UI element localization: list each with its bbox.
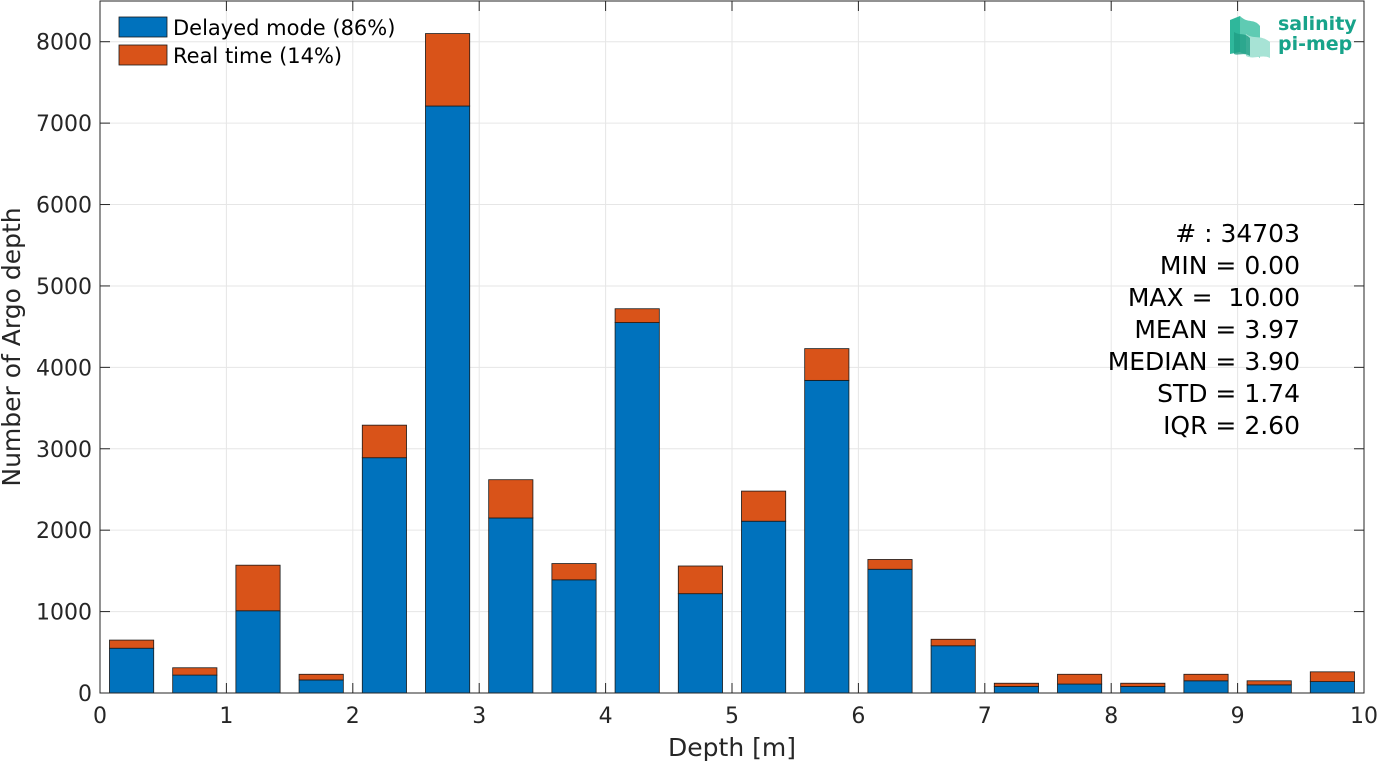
legend: Delayed mode (86%) Real time (14%) [118,16,395,68]
y-tick-label: 8000 [36,31,92,56]
legend-swatch [118,16,168,38]
bar-delayed-mode [551,579,597,694]
bar-real-time [361,424,407,459]
bar-real-time [993,682,1039,687]
bar-real-time [930,638,976,647]
legend-label: Real time (14%) [173,44,342,68]
bar-delayed-mode [867,568,913,694]
bar-real-time [1120,682,1166,687]
bar-delayed-mode [993,686,1039,694]
y-tick-label: 5000 [36,275,92,300]
bar-delayed-mode [425,105,471,694]
stat-min: MIN = 0.00 [1159,251,1300,280]
x-tick-label: 7 [978,704,992,729]
y-tick-label: 2000 [36,519,92,544]
y-tick-label: 6000 [36,194,92,219]
bar-real-time [677,565,723,595]
x-tick-label: 8 [1104,704,1118,729]
bar-real-time [1057,673,1103,685]
x-tick-label: 3 [472,704,486,729]
bar-real-time [804,348,850,381]
y-tick-label: 7000 [36,112,92,137]
stat-count: # : 34703 [1175,219,1300,248]
x-tick-label: 5 [725,704,739,729]
statistics-box: # : 34703 MIN = 0.00 MAX = 10.00 MEAN = … [1108,218,1300,442]
bar-delayed-mode [361,457,407,694]
bar-delayed-mode [741,520,787,694]
bar-real-time [235,564,281,612]
bar-delayed-mode [1309,681,1355,694]
bar-real-time [172,667,218,676]
y-axis-label: Number of Argo depth [0,207,26,486]
bar-delayed-mode [1183,680,1229,694]
stat-mean: MEAN = 3.97 [1134,315,1300,344]
bar-delayed-mode [930,645,976,694]
bar-delayed-mode [1246,684,1292,694]
bar-real-time [867,559,913,570]
bar-real-time [488,479,534,519]
x-tick-label: 2 [346,704,360,729]
bar-delayed-mode [298,679,344,694]
bar-real-time [1183,673,1229,682]
bar-real-time [614,308,660,323]
x-axis-label: Depth [m] [668,733,796,762]
y-tick-label: 0 [78,682,92,707]
bar-real-time [298,673,344,681]
bar-real-time [741,490,787,522]
x-tick-label: 1 [219,704,233,729]
bar-delayed-mode [235,610,281,694]
stat-iqr: IQR = 2.60 [1163,411,1300,440]
x-tick-label: 4 [599,704,613,729]
bar-real-time [1246,680,1292,686]
bar-delayed-mode [1120,686,1166,694]
bar-real-time [551,563,597,581]
bar-real-time [1309,671,1355,683]
stat-std: STD = 1.74 [1157,379,1300,408]
bar-delayed-mode [109,647,155,694]
bar-real-time [109,639,155,649]
stat-max: MAX = 10.00 [1127,283,1300,312]
y-tick-label: 4000 [36,356,92,381]
wave-logo-icon [1230,16,1270,58]
bar-delayed-mode [677,593,723,694]
bar-delayed-mode [488,517,534,694]
bar-delayed-mode [172,674,218,694]
bar-delayed-mode [804,379,850,694]
bar-delayed-mode [614,322,660,694]
bar-real-time [425,33,471,107]
legend-swatch [118,44,168,66]
stat-median: MEDIAN = 3.90 [1107,347,1300,376]
x-tick-label: 9 [1231,704,1245,729]
y-tick-label: 3000 [36,438,92,463]
legend-label: Delayed mode (86%) [173,16,395,40]
logo-line2: pi-mep [1278,33,1353,55]
bar-delayed-mode [1057,683,1103,694]
x-tick-label: 10 [1350,704,1378,729]
logo-line1: salinity [1278,13,1357,35]
x-tick-label: 0 [93,704,107,729]
salinity-pimep-logo: salinity pi-mep [1226,12,1366,62]
y-tick-label: 1000 [36,601,92,626]
x-tick-label: 6 [851,704,865,729]
